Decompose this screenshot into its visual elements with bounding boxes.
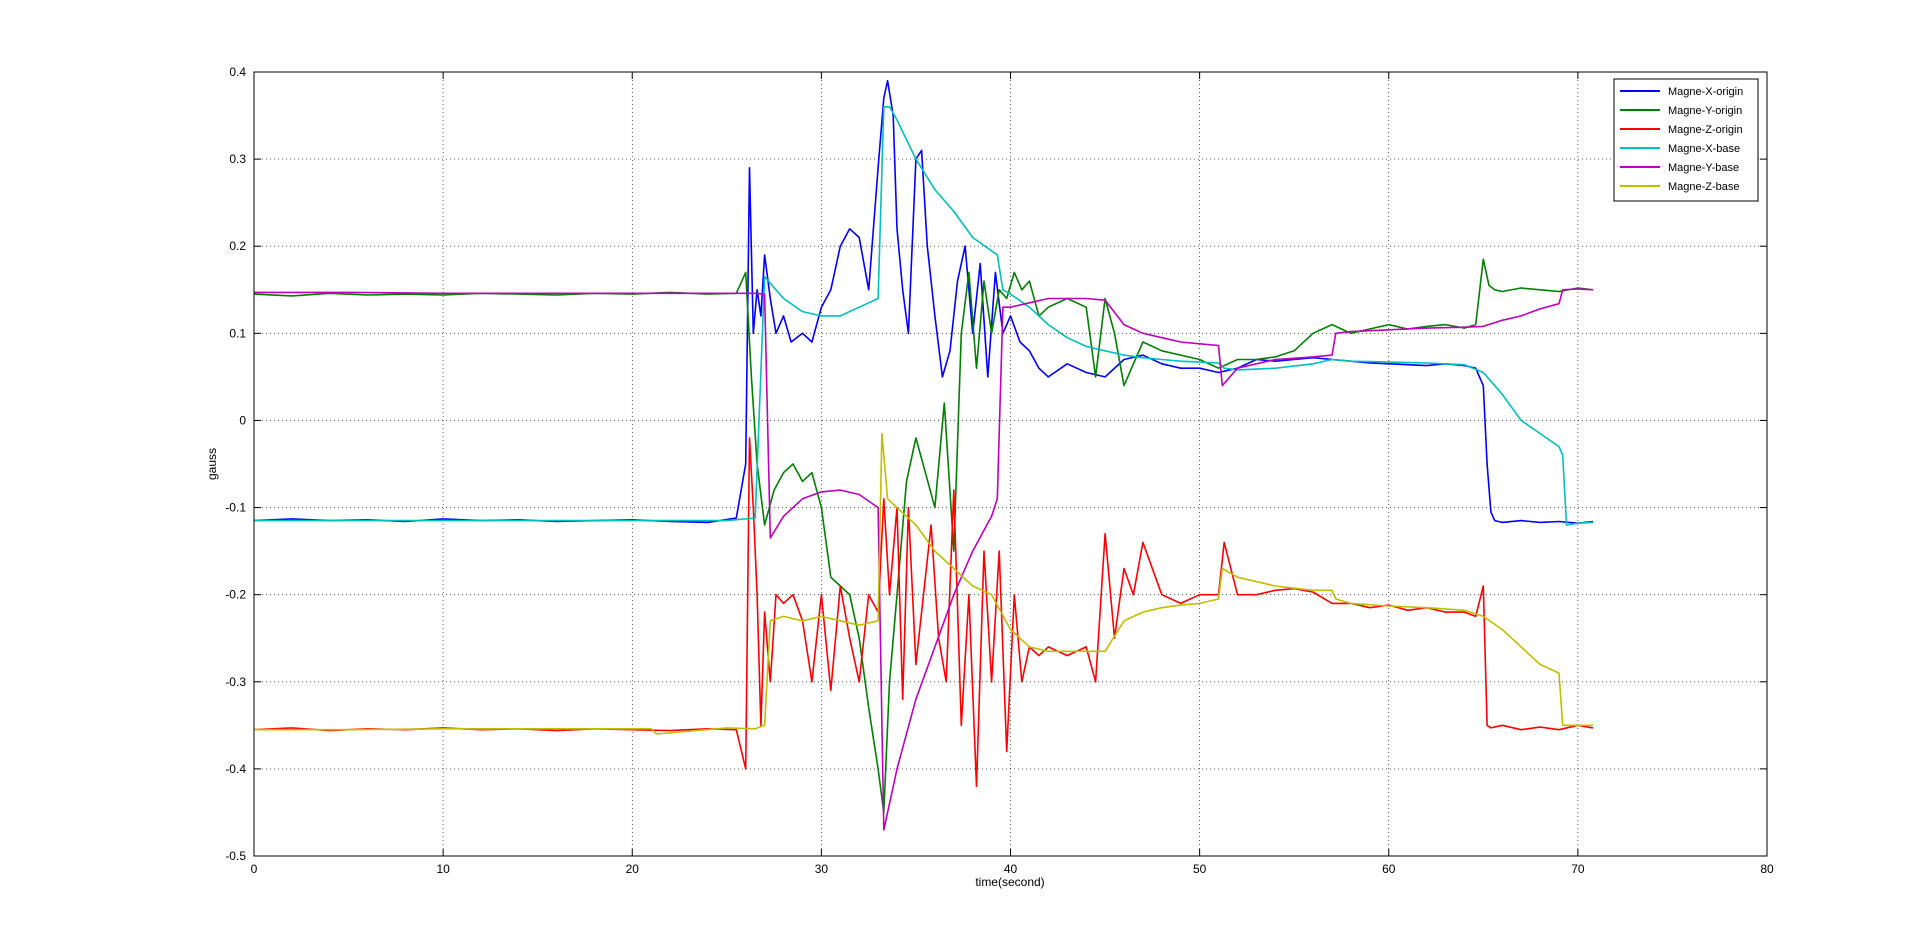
series-line-magne-y-origin bbox=[253, 258, 1594, 814]
series-line-magne-x-base bbox=[254, 106, 1594, 526]
x-tick-label: 70 bbox=[1571, 862, 1585, 876]
y-tick-label: -0.1 bbox=[225, 501, 246, 515]
y-tick-label: 0.1 bbox=[229, 326, 246, 340]
y-tick-label: -0.5 bbox=[225, 849, 246, 863]
series-line-magne-z-base bbox=[254, 432, 1593, 735]
legend-label-magne-y-origin: Magne-Y-origin bbox=[1668, 105, 1742, 117]
y-tick-label: 0 bbox=[239, 413, 246, 427]
legend-label-magne-z-base: Magne-Z-base bbox=[1668, 181, 1740, 193]
legend-label-magne-x-base: Magne-X-base bbox=[1668, 143, 1740, 155]
series-layer bbox=[253, 79, 1594, 831]
y-tick-label: -0.2 bbox=[225, 588, 246, 602]
x-tick-label: 40 bbox=[1004, 862, 1018, 876]
series-line-magne-y-base bbox=[254, 288, 1594, 831]
x-tick-label: 10 bbox=[436, 862, 450, 876]
series-line-magne-x-origin bbox=[253, 79, 1594, 525]
legend-box bbox=[1613, 78, 1759, 202]
legend-label-magne-z-origin: Magne-Z-origin bbox=[1668, 124, 1743, 136]
legend: Magne-X-origin Magne-Y-origin Magne-Z-orig… bbox=[1613, 78, 1759, 202]
axis-ticks: 0 10 20 30 40 50 60 70 80 -0.5 -0.4 -0.3 -0.2 -0.1 0 0.… bbox=[225, 65, 1774, 876]
x-tick-label: 60 bbox=[1382, 862, 1396, 876]
y-tick-label: -0.3 bbox=[225, 675, 246, 689]
x-tick-label: 30 bbox=[815, 862, 829, 876]
series-line-magne-z-origin bbox=[253, 437, 1594, 788]
x-tick-label: 0 bbox=[251, 862, 258, 876]
y-axis-label: gauss bbox=[205, 448, 219, 480]
grid-lines bbox=[254, 72, 1767, 856]
x-tick-label: 50 bbox=[1193, 862, 1207, 876]
x-tick-label: 80 bbox=[1760, 862, 1774, 876]
legend-label-magne-x-origin: Magne-X-origin bbox=[1668, 86, 1743, 98]
x-axis-label: time(second) bbox=[975, 875, 1044, 889]
y-tick-label: 0.3 bbox=[229, 152, 246, 166]
y-tick-label: 0.4 bbox=[229, 65, 246, 79]
y-tick-label: -0.4 bbox=[225, 762, 246, 776]
x-tick-label: 20 bbox=[626, 862, 640, 876]
legend-label-magne-y-base: Magne-Y-base bbox=[1668, 162, 1739, 174]
y-tick-label: 0.2 bbox=[229, 239, 246, 253]
